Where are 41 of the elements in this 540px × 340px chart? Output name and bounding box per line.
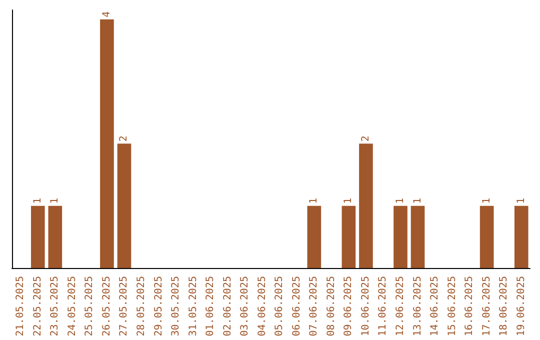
x-tick-label: 15.06.2025 (446, 276, 458, 336)
x-tick-label: 14.06.2025 (430, 276, 441, 336)
x-tick-label: 19.06.2025 (516, 276, 527, 336)
data-label: 1 (50, 198, 61, 204)
x-tick-label: 30.05.2025 (170, 276, 182, 336)
data-label: 1 (412, 198, 424, 204)
data-label: 1 (308, 198, 320, 204)
data-label: 2 (360, 136, 372, 142)
data-label: 1 (481, 198, 492, 204)
x-tick-label: 07.06.2025 (308, 276, 320, 336)
x-tick-label: 02.06.2025 (222, 276, 234, 336)
data-label: 1 (32, 198, 44, 204)
x-tick-label: 22.05.2025 (32, 276, 44, 336)
data-label: 1 (516, 198, 527, 204)
data-label: 1 (343, 198, 354, 204)
x-tick-label: 10.06.2025 (360, 276, 372, 336)
x-tick-label: 26.05.2025 (101, 276, 112, 336)
x-tick-label: 08.06.2025 (326, 276, 337, 336)
data-label: 2 (118, 136, 130, 142)
x-tick-label: 29.05.2025 (153, 276, 164, 336)
x-tick-label: 24.05.2025 (66, 276, 78, 336)
x-tick-label: 31.05.2025 (188, 276, 199, 336)
x-tick-label: 09.06.2025 (343, 276, 354, 336)
x-tick-label: 17.06.2025 (481, 276, 492, 336)
x-tick-label: 23.05.2025 (50, 276, 61, 336)
x-tick-label: 06.06.2025 (291, 276, 302, 336)
x-tick-label: 13.06.2025 (412, 276, 424, 336)
x-tick-label: 04.06.2025 (256, 276, 268, 336)
x-tick-label: 28.05.2025 (136, 276, 147, 336)
data-label: 1 (395, 198, 406, 204)
x-tick-label: 05.06.2025 (274, 276, 286, 336)
x-tick-label: 12.06.2025 (395, 276, 406, 336)
x-tick-label: 01.06.2025 (205, 276, 216, 336)
x-tick-label: 27.05.2025 (118, 276, 130, 336)
x-tick-label: 16.06.2025 (464, 276, 476, 336)
x-tick-label: 03.06.2025 (240, 276, 251, 336)
data-label: 4 (101, 11, 112, 18)
x-tick-label: 25.05.2025 (84, 276, 96, 336)
x-tick-label: 21.05.2025 (15, 276, 26, 336)
x-tick-label: 11.06.2025 (378, 276, 389, 336)
x-tick-label: 18.06.2025 (498, 276, 510, 336)
